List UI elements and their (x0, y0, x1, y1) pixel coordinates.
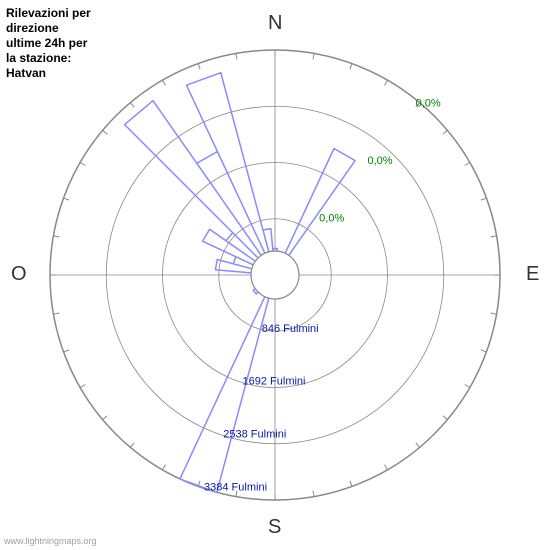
tick (236, 53, 237, 59)
tick (465, 385, 470, 388)
tick (481, 198, 487, 200)
tick (103, 130, 108, 134)
pct-label: 0,0% (319, 213, 344, 225)
cardinal-w: O (11, 263, 27, 286)
pct-label: 0,0% (367, 155, 392, 167)
tick (80, 163, 85, 166)
tick (130, 103, 134, 108)
cardinal-s: S (268, 516, 281, 539)
tick (64, 198, 70, 200)
cardinal-n: N (268, 12, 282, 35)
chart-title: Rilevazioni per direzione ultime 24h per… (6, 6, 91, 81)
tick (350, 64, 352, 70)
tick (103, 416, 108, 420)
tick (80, 385, 85, 388)
tick (443, 416, 448, 420)
tick (385, 80, 388, 85)
tick (481, 350, 487, 352)
tick (416, 443, 420, 448)
tick (491, 313, 497, 314)
tick (198, 64, 200, 70)
tick (64, 350, 70, 352)
tick (350, 481, 352, 487)
tick (163, 80, 166, 85)
cardinal-e: E (526, 263, 539, 286)
ring-label: 846 Fulmini (262, 323, 319, 335)
tick (53, 236, 59, 237)
center-circle (251, 251, 299, 299)
tick (53, 313, 59, 314)
tick (385, 465, 388, 470)
tick (313, 491, 314, 497)
tick (491, 236, 497, 237)
ring-label: 2538 Fulmini (223, 429, 286, 441)
ring-label: 3384 Fulmini (204, 481, 267, 493)
pct-label: 0,0% (416, 98, 441, 110)
ring-label: 1692 Fulmini (243, 376, 306, 388)
tick (163, 465, 166, 470)
polar-chart-svg: 846 Fulmini 1692 Fulmini 2538 Fulmini 3384 … (0, 0, 550, 550)
tick (130, 443, 134, 448)
polar-chart-container: { "title": "Rilevazioni per\ndirezione\n… (0, 0, 550, 550)
tick (465, 163, 470, 166)
tick (443, 130, 448, 134)
tick (313, 53, 314, 59)
footer-attribution: www.lightningmaps.org (4, 536, 97, 546)
